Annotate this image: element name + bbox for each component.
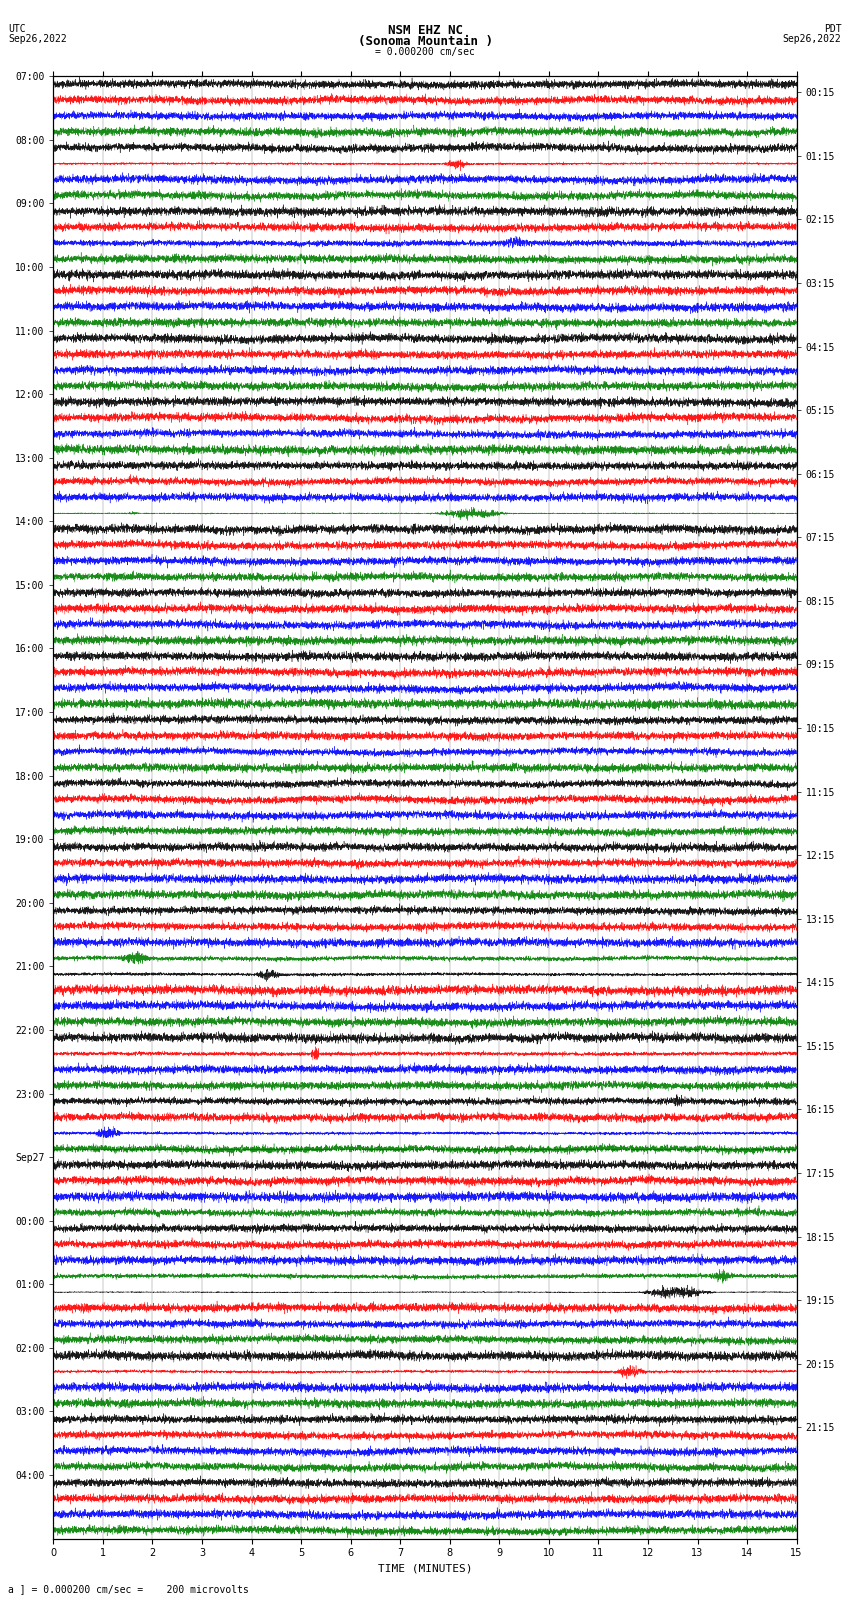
Text: PDT: PDT [824, 24, 842, 34]
Text: NSM EHZ NC: NSM EHZ NC [388, 24, 462, 37]
Text: a ] = 0.000200 cm/sec =    200 microvolts: a ] = 0.000200 cm/sec = 200 microvolts [8, 1584, 249, 1594]
Text: (Sonoma Mountain ): (Sonoma Mountain ) [358, 35, 492, 48]
Text: Sep26,2022: Sep26,2022 [783, 34, 842, 44]
X-axis label: TIME (MINUTES): TIME (MINUTES) [377, 1565, 473, 1574]
Text: UTC: UTC [8, 24, 26, 34]
Text: Sep26,2022: Sep26,2022 [8, 34, 67, 44]
Text: = 0.000200 cm/sec: = 0.000200 cm/sec [375, 47, 475, 56]
